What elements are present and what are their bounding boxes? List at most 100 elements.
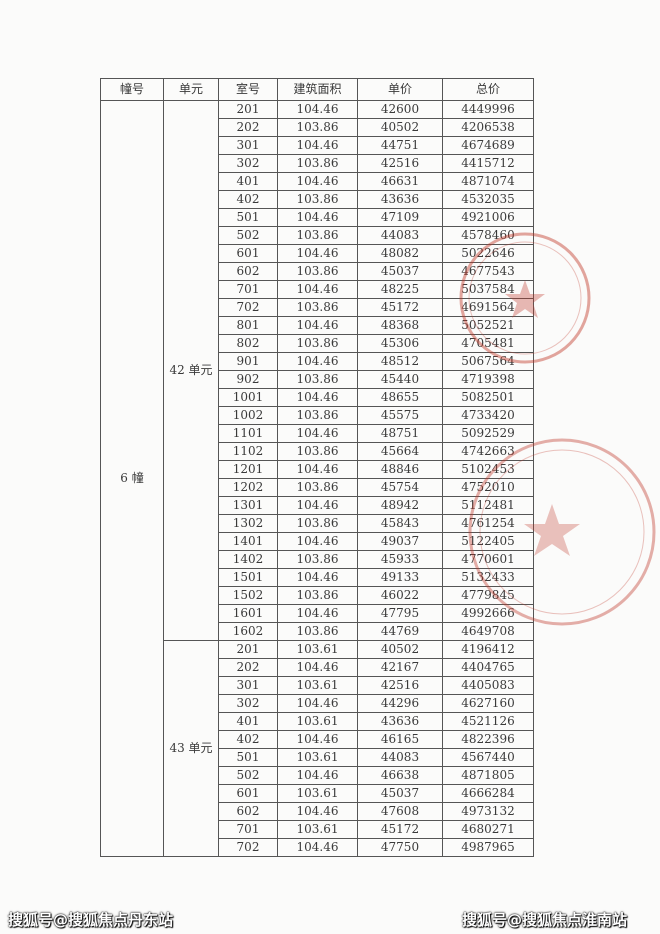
area-cell: 104.46 [277, 766, 358, 785]
area-cell: 104.46 [277, 730, 358, 749]
header-unit-price: 单价 [357, 78, 443, 101]
total-price-cell: 5067564 [442, 352, 534, 371]
unit-price-cell: 47109 [357, 208, 443, 227]
table-row: 601 103.61 45037 4666284 [101, 784, 534, 803]
total-price-cell: 5052521 [442, 316, 534, 335]
room-number-cell: 501 [218, 208, 278, 227]
room-number-cell: 1302 [218, 514, 278, 533]
unit-price-cell: 46165 [357, 730, 443, 749]
area-cell: 103.86 [277, 442, 358, 461]
table-row: 402 104.46 46165 4822396 [101, 730, 534, 749]
room-number-cell: 1102 [218, 442, 278, 461]
unit-price-cell: 47750 [357, 838, 443, 857]
unit-price-cell: 45754 [357, 478, 443, 497]
unit-price-cell: 45933 [357, 550, 443, 569]
total-price-cell: 4742663 [442, 442, 534, 461]
area-cell: 103.61 [277, 784, 358, 803]
unit-price-cell: 48846 [357, 460, 443, 479]
room-number-cell: 602 [218, 802, 278, 821]
room-number-cell: 601 [218, 784, 278, 803]
total-price-cell: 5022646 [442, 244, 534, 263]
unit-price-cell: 47795 [357, 604, 443, 623]
room-number-cell: 302 [218, 694, 278, 713]
room-number-cell: 1202 [218, 478, 278, 497]
unit-price-cell: 42516 [357, 154, 443, 173]
table-row: 202 104.46 42167 4404765 [101, 658, 534, 677]
total-price-cell: 4567440 [442, 748, 534, 767]
area-cell: 103.86 [277, 154, 358, 173]
total-price-cell: 4761254 [442, 514, 534, 533]
room-number-cell: 701 [218, 280, 278, 299]
area-cell: 104.46 [277, 136, 358, 155]
unit-price-cell: 45440 [357, 370, 443, 389]
unit-price-cell: 44296 [357, 694, 443, 713]
room-number-cell: 1002 [218, 406, 278, 425]
total-price-cell: 5102453 [442, 460, 534, 479]
table-row: 1602 103.86 44769 4649708 [101, 622, 534, 641]
total-price-cell: 4578460 [442, 226, 534, 245]
unit-price-cell: 44769 [357, 622, 443, 641]
unit-price-cell: 42167 [357, 658, 443, 677]
area-cell: 103.86 [277, 550, 358, 569]
area-cell: 103.61 [277, 640, 358, 659]
unit-price-cell: 46022 [357, 586, 443, 605]
room-number-cell: 301 [218, 136, 278, 155]
unit-price-cell: 46631 [357, 172, 443, 191]
table-row: 502 103.86 44083 4578460 [101, 226, 534, 245]
total-price-cell: 4649708 [442, 622, 534, 641]
room-number-cell: 1001 [218, 388, 278, 407]
total-price-cell: 4973132 [442, 802, 534, 821]
table-row: 501 104.46 47109 4921006 [101, 208, 534, 227]
unit-price-cell: 45664 [357, 442, 443, 461]
table-row: 701 104.46 48225 5037584 [101, 280, 534, 299]
total-price-cell: 4680271 [442, 820, 534, 839]
room-number-cell: 901 [218, 352, 278, 371]
unit-price-cell: 49037 [357, 532, 443, 551]
room-number-cell: 402 [218, 190, 278, 209]
total-price-cell: 4992666 [442, 604, 534, 623]
area-cell: 104.46 [277, 100, 358, 119]
watermark-left: 搜狐号@搜狐焦点丹东站 [8, 911, 174, 929]
total-price-cell: 4705481 [442, 334, 534, 353]
unit-price-cell: 44083 [357, 748, 443, 767]
total-price-cell: 4532035 [442, 190, 534, 209]
total-price-cell: 4521126 [442, 712, 534, 731]
area-cell: 103.86 [277, 334, 358, 353]
total-price-cell: 4196412 [442, 640, 534, 659]
unit-price-cell: 48512 [357, 352, 443, 371]
total-price-cell: 4921006 [442, 208, 534, 227]
unit-price-cell: 46638 [357, 766, 443, 785]
room-number-cell: 902 [218, 370, 278, 389]
total-price-cell: 5082501 [442, 388, 534, 407]
room-number-cell: 602 [218, 262, 278, 281]
total-price-cell: 5132433 [442, 568, 534, 587]
unit-cell: 43 单元 [163, 640, 219, 857]
header-building: 幢号 [100, 78, 164, 101]
area-cell: 104.46 [277, 694, 358, 713]
total-price-cell: 4871074 [442, 172, 534, 191]
header-row: 幢号 单元 室号 建筑面积 单价 总价 [100, 78, 534, 101]
table-row: 43 单元 201 103.61 40502 4196412 [101, 640, 534, 857]
room-number-cell: 802 [218, 334, 278, 353]
room-number-cell: 701 [218, 820, 278, 839]
area-cell: 103.86 [277, 226, 358, 245]
unit-price-cell: 48942 [357, 496, 443, 515]
room-number-cell: 702 [218, 838, 278, 857]
unit-price-cell: 45843 [357, 514, 443, 533]
total-price-cell: 4674689 [442, 136, 534, 155]
total-price-cell: 5092529 [442, 424, 534, 443]
header-total-price: 总价 [442, 78, 534, 101]
area-cell: 104.46 [277, 802, 358, 821]
unit-price-cell: 45037 [357, 262, 443, 281]
room-number-cell: 302 [218, 154, 278, 173]
room-number-cell: 601 [218, 244, 278, 263]
room-number-cell: 1601 [218, 604, 278, 623]
area-cell: 103.61 [277, 712, 358, 731]
room-number-cell: 202 [218, 118, 278, 137]
unit-price-cell: 45306 [357, 334, 443, 353]
watermark-right: 搜狐号@搜狐焦点淮南站 [462, 911, 628, 929]
total-price-cell: 4822396 [442, 730, 534, 749]
room-number-cell: 702 [218, 298, 278, 317]
unit-price-cell: 48082 [357, 244, 443, 263]
area-cell: 104.46 [277, 208, 358, 227]
